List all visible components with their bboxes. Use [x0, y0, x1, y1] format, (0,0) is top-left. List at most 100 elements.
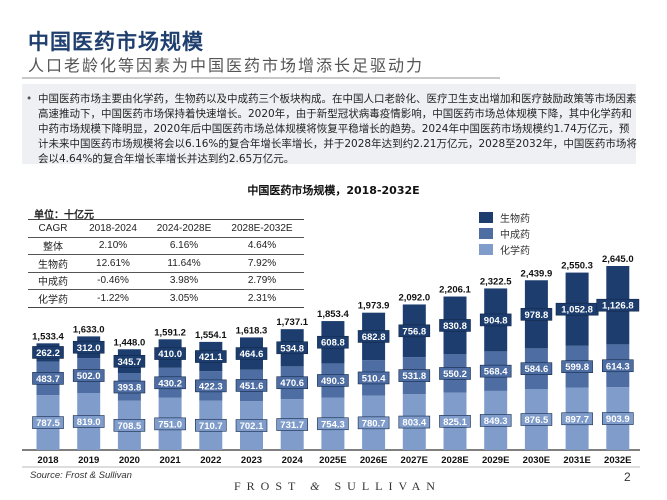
table-row: 化学药 -1.22% 3.05% 2.31%	[28, 289, 304, 308]
data-label-box	[398, 369, 431, 382]
data-label-box	[398, 415, 431, 429]
data-label: 608.8	[321, 338, 345, 349]
table-cell: 6.16%	[148, 237, 220, 255]
legend-label: 中成药	[500, 229, 530, 241]
data-label: 787.5	[36, 418, 60, 429]
data-label-box	[113, 380, 146, 394]
data-label: 614.3	[606, 361, 630, 372]
data-label: 756.8	[402, 326, 426, 337]
data-label: 897.7	[565, 414, 589, 425]
table-header: CAGR 2018-2024 2024-2028E 2028E-2032E	[28, 219, 304, 238]
table-cell: 2028E-2032E	[220, 219, 304, 238]
data-label-box	[32, 346, 64, 359]
data-label: 464.6	[240, 349, 264, 360]
table-cell: 3.98%	[148, 272, 220, 290]
data-label: 262.2	[36, 348, 60, 359]
data-label-box	[195, 418, 227, 432]
data-label: 312.0	[77, 343, 101, 354]
data-label: 451.6	[240, 381, 264, 392]
data-label: 780.7	[362, 418, 386, 429]
data-label-box	[520, 362, 553, 375]
data-label-box	[154, 417, 186, 431]
table-row: 中成药 -0.46% 3.98% 2.79%	[28, 272, 304, 290]
total-label: 1,633.0	[73, 324, 105, 335]
data-label-box	[72, 369, 105, 382]
total-label: 2,645.0	[602, 254, 634, 265]
data-label: 708.5	[118, 421, 142, 432]
divider	[22, 77, 500, 79]
data-label: 903.9	[606, 414, 630, 425]
data-label: 483.7	[36, 374, 60, 385]
data-label: 849.3	[484, 416, 508, 427]
data-label: 422.3	[199, 381, 223, 392]
total-label: 2,550.3	[561, 261, 593, 272]
data-label-box	[439, 415, 471, 428]
x-tick-label: 2027E	[401, 455, 428, 466]
total-label: 1,591.2	[154, 327, 186, 338]
table-row: 整体 2.10% 6.16% 4.64%	[28, 237, 304, 255]
data-label: 430.2	[158, 378, 182, 389]
table-cell: 2024-2028E	[148, 219, 220, 238]
data-label: 510.4	[362, 373, 386, 384]
data-label: 568.4	[484, 367, 508, 378]
data-label-box	[276, 376, 309, 390]
data-label-box	[479, 414, 512, 427]
legend-item: 中成药	[479, 225, 530, 241]
data-label-box	[235, 419, 268, 432]
data-label-box	[195, 379, 227, 393]
x-tick-label: 2020	[119, 455, 140, 466]
legend-label: 化学药	[500, 245, 530, 257]
x-tick-label: 2022	[200, 455, 221, 466]
data-label-box	[520, 413, 553, 426]
data-label-box	[439, 367, 471, 380]
data-label-box	[357, 371, 390, 385]
page-number: 2	[624, 470, 631, 484]
table-cell: 3.05%	[148, 289, 220, 308]
total-label: 1,853.4	[317, 309, 349, 320]
data-label-box	[357, 330, 390, 343]
total-label: 2,092.0	[398, 292, 430, 303]
data-label-box	[154, 347, 186, 360]
data-label: 754.3	[321, 419, 345, 430]
data-label: 410.0	[158, 349, 182, 360]
page-subtitle: 人口老龄化等因素为中国医药市场增添长足驱动力	[28, 56, 425, 75]
data-label: 584.6	[525, 364, 549, 375]
table-cell: 2.31%	[220, 289, 304, 308]
table-cell: 中成药	[28, 272, 78, 290]
source-note: Source: Frost & Sullivan	[30, 470, 132, 481]
table-cell: 7.92%	[220, 254, 304, 273]
data-label: 830.8	[443, 321, 467, 332]
legend-item: 生物药	[479, 209, 530, 225]
data-label-box	[32, 416, 64, 429]
legend-label: 生物药	[500, 213, 530, 225]
data-label-box	[479, 313, 512, 327]
table-cell: 11.64%	[148, 254, 220, 273]
x-tick-label: 2024	[282, 455, 304, 466]
data-label: 550.2	[443, 369, 467, 380]
data-label-box	[520, 308, 553, 321]
data-label: 803.4	[402, 418, 426, 429]
x-tick-label: 2025E	[319, 455, 346, 466]
data-label: 978.8	[525, 310, 549, 321]
data-label: 876.5	[525, 415, 549, 426]
table-cell: -1.22%	[78, 289, 148, 308]
table-cell: 2.79%	[220, 272, 304, 290]
data-label-box	[601, 412, 634, 425]
data-label-box	[235, 379, 268, 392]
data-label-box	[235, 347, 268, 360]
logo: FROST & SULLIVAN	[234, 479, 441, 493]
table-cell: 整体	[28, 237, 78, 255]
data-label: 531.8	[402, 371, 426, 382]
legend: 生物药 中成药 化学药	[479, 209, 530, 257]
data-label-box	[317, 374, 349, 387]
unit-label: 单位：十亿元	[34, 210, 94, 221]
data-label-box	[357, 416, 390, 430]
legend-swatch	[479, 243, 493, 255]
x-tick-label: 2026E	[360, 455, 387, 466]
data-label-box	[113, 354, 146, 368]
data-label: 731.7	[280, 420, 304, 431]
data-label-box	[398, 324, 431, 338]
x-tick-label: 2018	[37, 455, 58, 466]
data-label: 421.1	[199, 352, 223, 363]
table-cell: 2.10%	[78, 237, 148, 255]
